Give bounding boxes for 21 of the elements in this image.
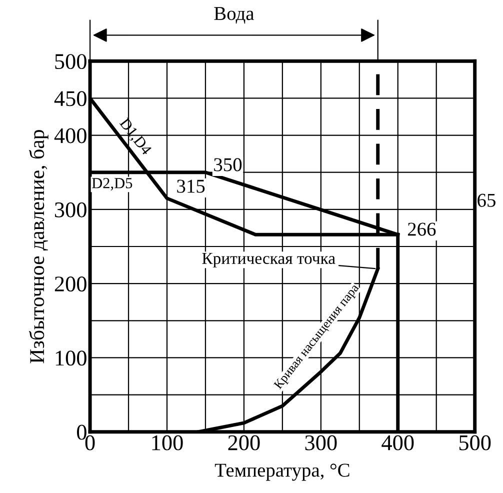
x-tick-label: 400 xyxy=(382,435,414,450)
annotation: 266 xyxy=(408,222,436,236)
y-tick-label: 100 xyxy=(56,350,86,366)
annotation: 350 xyxy=(214,158,242,172)
y-tick-label: 450 xyxy=(54,91,86,106)
y-tick-label: 200 xyxy=(54,276,86,292)
y-tick-label: 500 xyxy=(55,54,86,70)
x-tick-label: 200 xyxy=(228,435,260,450)
y-tick-label: 0 xyxy=(76,424,86,440)
y-tick-label: 400 xyxy=(54,128,86,144)
annotation: 315 xyxy=(177,180,205,193)
text: 65 xyxy=(478,194,496,207)
y-tick-label: 300 xyxy=(54,202,86,218)
y-axis-title: Избыточное давление, бар xyxy=(29,130,48,364)
series-label: D2,D5 xyxy=(92,178,132,190)
text: Вода xyxy=(214,7,254,24)
x-tick-label: 300 xyxy=(305,435,337,450)
x-tick-label: 100 xyxy=(152,435,183,450)
annotation: Критическая точка xyxy=(202,252,336,268)
x-axis-title: Температура, °C xyxy=(214,464,350,481)
x-tick-label: 500 xyxy=(459,435,491,450)
